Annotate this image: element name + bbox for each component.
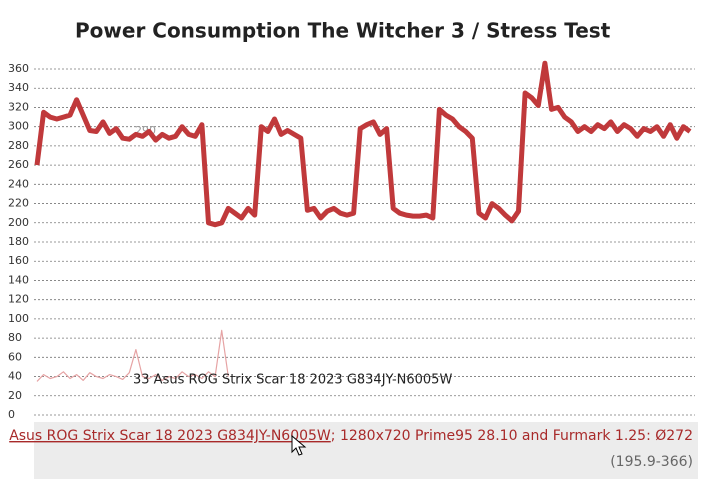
y-tick-label: 0 [8,408,15,421]
y-tick-label: 220 [8,197,29,210]
series-line [36,329,229,382]
y-tick-label: 60 [8,350,22,363]
y-tick-label: 120 [8,293,29,306]
footer-link[interactable]: Asus ROG Strix Scar 18 2023 G834JY-N6005… [9,428,331,444]
y-tick-label: 280 [8,139,29,152]
footer-range: (195.9-366) [610,454,693,470]
y-tick-label: 320 [8,100,29,113]
footer-text: ; 1280x720 Prime95 28.10 and Furmark 1.2… [331,428,693,444]
y-tick-label: 100 [8,312,29,325]
y-tick-label: 260 [8,158,29,171]
y-tick-label: 40 [8,370,22,383]
y-tick-label: 80 [8,331,22,344]
chart-title: Power Consumption The Witcher 3 / Stress… [75,19,611,43]
y-tick-label: 300 [8,120,29,133]
footer-background [34,422,698,479]
y-tick-label: 180 [8,235,29,248]
series-line [34,60,692,228]
y-tick-label: 200 [8,216,29,229]
y-tick-label: 160 [8,254,29,267]
legend-label: 33 Asus ROG Strix Scar 18 2023 G834JY-N6… [133,373,452,388]
y-tick-label: 140 [8,273,29,286]
footer-line: Asus ROG Strix Scar 18 2023 G834JY-N6005… [9,428,693,444]
cursor [291,434,307,456]
y-tick-label: 340 [8,81,29,94]
y-tick-label: 240 [8,177,29,190]
y-tick-label: 360 [8,62,29,75]
y-tick-label: 20 [8,389,22,402]
